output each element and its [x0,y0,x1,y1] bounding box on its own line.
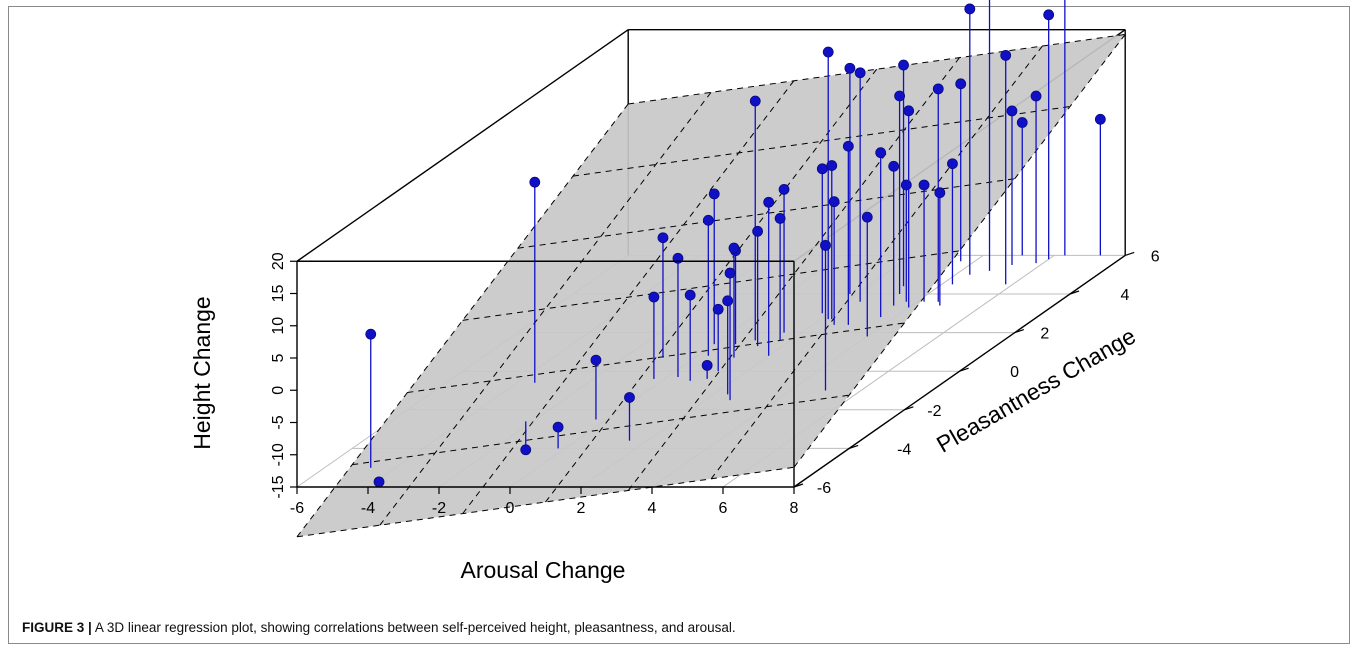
y-tick-label: 0 [1010,364,1019,381]
data-point [1094,113,1106,125]
regression-plane-mesh-line [379,92,712,526]
y-axis-tick [1069,290,1080,295]
y-tick-label: 2 [1040,326,1049,343]
y-axis-tick [793,483,804,488]
data-point [657,232,669,244]
data-point [861,211,873,223]
data-point [728,242,740,254]
z-tick-label: 0 [270,386,287,395]
data-point [964,3,976,15]
y-axis-title: Pleasantness Change [932,323,1140,458]
y-axis-tick [1014,329,1024,334]
caption-text: A 3D linear regression plot, showing cor… [94,620,736,635]
data-point [712,303,724,315]
data-point [947,158,958,170]
x-tick-label: 2 [577,500,586,517]
z-tick-label: -5 [270,415,287,429]
x-tick-label: 6 [719,500,728,517]
data-point [828,196,840,208]
regression-plane-surface [297,34,1126,537]
data-point [702,214,714,226]
z-tick-label: 15 [270,285,287,303]
regression-plane-mesh-line [793,34,1126,468]
regression-plane-mesh-line [628,33,1126,105]
z-tick-label: -10 [270,443,287,466]
data-point [1016,117,1028,128]
data-point [898,59,909,71]
y-axis-tick [959,367,969,372]
data-point [752,225,764,237]
data-point [365,328,377,340]
data-point [826,160,838,171]
regression-plane-mesh-line [545,68,878,503]
data-point [701,359,713,371]
data-point [844,62,856,74]
data-point [722,295,734,307]
data-point [955,78,967,90]
chart-3d-scatter: -6 -4 -2 0 2 4 6 8 -15 -10 -5 0 5 10 15 20 -6 -4 -2 0 2 4 6 Aro… [189,0,1160,583]
x-axis-title: Arousal Change [461,557,626,583]
data-point [774,213,786,224]
data-point [854,67,866,79]
data-point [520,444,532,456]
data-point [749,95,761,107]
data-points [365,0,1106,488]
regression-plane-mesh-line [462,250,960,321]
data-point [822,46,834,58]
z-tick-label: -15 [270,475,287,498]
x-tick-label: -6 [290,500,304,517]
data-point [648,291,660,303]
data-point [373,476,385,488]
data-point [708,188,720,200]
data-point [894,90,905,102]
x-tick-label: -4 [361,500,375,517]
data-point [529,176,541,188]
data-point [724,267,736,279]
figure-frame [8,6,1350,644]
x-tick-label: 0 [506,500,515,517]
figure-caption: FIGURE 3 | A 3D linear regression plot, … [22,620,736,635]
data-point [778,184,790,195]
data-point [816,163,828,175]
data-point [820,239,831,251]
data-point [763,196,775,208]
y-axis-tick [904,406,914,411]
data-point [1043,9,1055,21]
x-tick-label: 8 [790,500,799,517]
z-tick-label: 5 [270,353,287,362]
x-tick-label: 4 [648,500,657,517]
data-point [918,179,930,191]
data-point [1006,105,1018,117]
data-point [888,160,900,172]
z-tick-label: 10 [270,317,287,335]
data-point [875,147,887,159]
data-point [1030,90,1042,102]
data-point [684,289,696,301]
z-tick-label: 20 [270,252,287,270]
y-tick-label: 4 [1121,287,1130,304]
x-tick-label: -2 [432,500,446,517]
y-axis-tick [1125,251,1135,256]
y-tick-label: -2 [927,403,941,420]
data-point [552,421,564,433]
y-tick-label: 6 [1151,248,1160,265]
data-point [624,392,635,403]
data-point [1000,49,1012,61]
data-point [934,187,946,199]
data-point [932,83,944,95]
y-tick-label: -4 [897,441,911,458]
z-axis-title: Height Change [189,296,215,449]
data-point [900,179,912,191]
y-axis-tick [849,444,859,449]
data-point [842,140,854,152]
y-tick-label: -6 [817,480,831,497]
caption-label: FIGURE 3 | [22,620,92,635]
data-point [590,354,602,366]
box-edge-left-top [296,29,629,262]
regression-plane [296,33,1126,538]
data-point [903,105,915,117]
regression-plane-mesh-line [572,106,1071,177]
